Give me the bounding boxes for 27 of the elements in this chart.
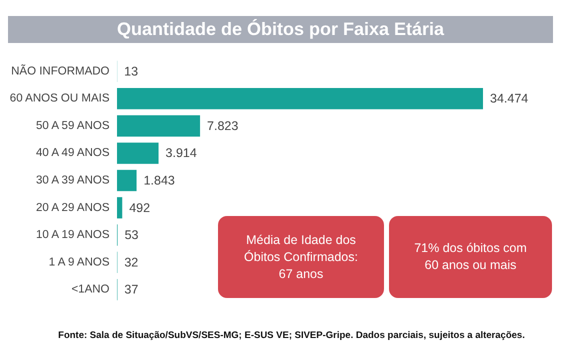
data-label: 7.823 (207, 118, 238, 133)
y-tick-label: 1 A 9 ANOS (48, 256, 110, 268)
data-label: 13 (124, 64, 138, 78)
y-tick-label: NÃO INFORMADO (11, 63, 110, 78)
data-label: 37 (124, 282, 138, 297)
data-label: 492 (129, 200, 150, 215)
y-tick-label: 40 A 49 ANOS (36, 147, 110, 160)
y-tick-label: 10 A 19 ANOS (36, 229, 110, 242)
data-label: 3.914 (166, 146, 197, 160)
text-card: Média de Idade dos Óbitos Confirmados: 67 anos (218, 216, 384, 298)
y-tick-label: <1ANO (71, 284, 110, 296)
data-label: 32 (124, 255, 138, 270)
bar (117, 115, 200, 137)
bar (117, 170, 137, 192)
y-tick-label: 20 A 29 ANOS (36, 202, 110, 214)
text-card: 71% dos óbitos com 60 anos ou mais (389, 216, 552, 298)
bar (117, 197, 122, 218)
data-label: 34.474 (490, 92, 528, 106)
data-label: 53 (124, 228, 139, 242)
y-tick-label: 30 A 39 ANOS (36, 174, 110, 186)
source-note: Fonte: Sala de Situação/SubVS/SES-MG; E-SUS VE; SIVEP-Gripe. Dados parciais, sujeitos a alterações. (57, 330, 526, 341)
data-label: 1.843 (144, 174, 175, 188)
bar (117, 142, 159, 164)
chart-title: Quantidade de Óbitos por Faixa Etária (8, 16, 553, 43)
y-tick-label: 50 A 59 ANOS (36, 120, 110, 132)
y-tick-label: 60 ANOS OU MAIS (10, 92, 110, 105)
bar (117, 88, 483, 110)
